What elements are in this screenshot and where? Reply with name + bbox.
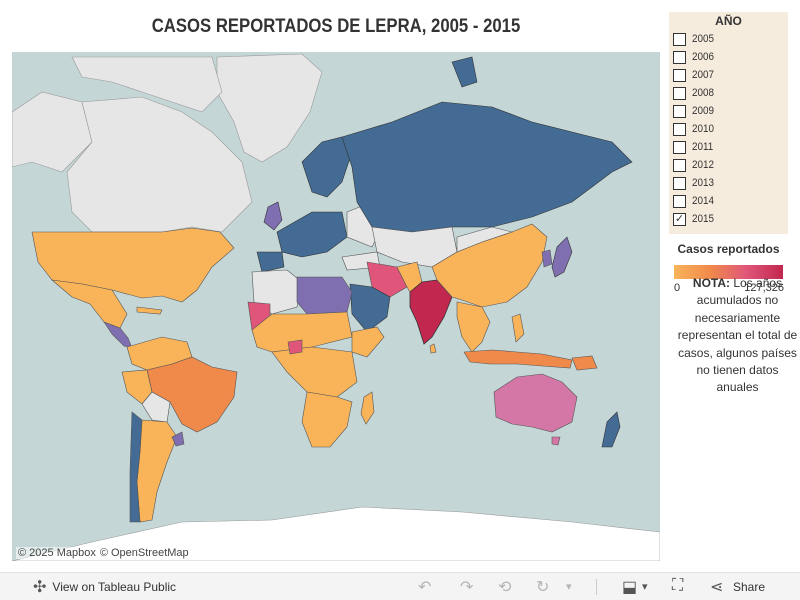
filter-item-label: 2011 bbox=[692, 141, 714, 153]
filter-item-label: 2013 bbox=[692, 177, 715, 189]
bolivia bbox=[141, 391, 171, 423]
filter-item-2014[interactable]: 2014 bbox=[669, 192, 788, 210]
uk-ireland bbox=[263, 201, 283, 231]
legend-max: 127,326 bbox=[744, 282, 784, 294]
gulf-of-guinea bbox=[287, 339, 303, 355]
canada bbox=[66, 96, 253, 233]
filter-item-label: 2015 bbox=[692, 213, 715, 225]
madagascar bbox=[360, 391, 375, 425]
note-bold: NOTA: bbox=[692, 276, 731, 290]
new-zealand bbox=[601, 411, 621, 448]
redo-icon[interactable]: ↷ bbox=[460, 579, 474, 596]
toolbar-separator bbox=[596, 579, 597, 595]
filter-item-label: 2012 bbox=[692, 159, 715, 171]
legend-min: 0 bbox=[674, 282, 681, 294]
greenland bbox=[216, 53, 323, 163]
checkbox[interactable] bbox=[673, 50, 686, 64]
note-body: Los años acumulados no necesariamente re… bbox=[677, 276, 798, 395]
checkbox[interactable] bbox=[673, 158, 686, 172]
page-title: CASOS REPORTADOS DE LEPRA, 2005 - 2015 bbox=[151, 16, 521, 37]
filter-item-label: 2008 bbox=[692, 87, 715, 99]
filter-item-2010[interactable]: 2010 bbox=[669, 120, 788, 138]
iberia bbox=[256, 251, 285, 273]
japan bbox=[551, 236, 573, 278]
tasmania bbox=[551, 436, 561, 446]
checkbox[interactable] bbox=[673, 86, 686, 100]
osm-credit[interactable]: © OpenStreetMap bbox=[99, 547, 189, 559]
north-africa-west bbox=[251, 269, 303, 315]
filter-item-label: 2005 bbox=[692, 33, 715, 45]
filter-item-2012[interactable]: 2012 bbox=[669, 156, 788, 174]
india bbox=[409, 279, 453, 345]
world-map[interactable]: © 2025 Mapbox © OpenStreetMap bbox=[12, 52, 660, 561]
western-europe bbox=[276, 211, 348, 258]
undo-icon[interactable]: ↶ bbox=[418, 579, 432, 596]
toolbar: ✣ View on Tableau Public ↶ ↷ ⟲ ↻ ▾ ⬓ ▾ ⛶… bbox=[0, 572, 800, 600]
view-label: View on Tableau Public bbox=[52, 579, 177, 594]
filter-item-2007[interactable]: 2007 bbox=[669, 66, 788, 84]
filter-item-2006[interactable]: 2006 bbox=[669, 48, 788, 66]
filter-item-label: 2007 bbox=[692, 69, 715, 81]
alaska bbox=[12, 91, 93, 173]
kamchatka bbox=[451, 56, 478, 88]
indonesia bbox=[463, 349, 573, 369]
filter-item-2008[interactable]: 2008 bbox=[669, 84, 788, 102]
checkbox[interactable] bbox=[673, 122, 686, 136]
pause-dropdown-icon[interactable]: ▾ bbox=[566, 581, 572, 593]
map-canvas[interactable] bbox=[12, 52, 660, 561]
central-africa bbox=[271, 346, 358, 398]
uruguay bbox=[171, 431, 185, 447]
checkbox[interactable] bbox=[673, 68, 686, 82]
share-icon[interactable]: ⋖ bbox=[710, 579, 724, 596]
refresh-icon[interactable]: ↻ bbox=[536, 579, 550, 596]
southern-africa bbox=[301, 391, 353, 448]
map-credits: © 2025 Mapbox © OpenStreetMap bbox=[16, 547, 195, 559]
filter-item-2013[interactable]: 2013 bbox=[669, 174, 788, 192]
chile bbox=[129, 411, 143, 523]
mongolia bbox=[456, 226, 514, 253]
filter-item-label: 2006 bbox=[692, 51, 715, 63]
note-text: NOTA: Los años acumulados no necesariame… bbox=[675, 275, 800, 397]
mapbox-credit[interactable]: © 2025 Mapbox bbox=[18, 547, 96, 559]
view-on-tableau-button[interactable]: ✣ View on Tableau Public bbox=[0, 577, 176, 597]
korea bbox=[541, 249, 553, 268]
filter-item-label: 2010 bbox=[692, 123, 715, 135]
download-icon[interactable]: ⬓ bbox=[622, 579, 638, 596]
filter-item-2009[interactable]: 2009 bbox=[669, 102, 788, 120]
checkbox[interactable] bbox=[673, 176, 686, 190]
cuba bbox=[136, 306, 163, 315]
checkbox[interactable]: ✓ bbox=[673, 212, 686, 226]
legend-title: Casos reportados bbox=[677, 242, 780, 256]
iran bbox=[366, 261, 408, 298]
checkbox[interactable] bbox=[673, 140, 686, 154]
sri-lanka bbox=[429, 343, 437, 354]
revert-icon[interactable]: ⟲ bbox=[498, 579, 512, 596]
libya-egypt bbox=[296, 276, 353, 315]
checkbox[interactable] bbox=[673, 32, 686, 46]
horn-of-africa bbox=[351, 326, 385, 358]
philippines bbox=[511, 313, 525, 343]
checkbox[interactable] bbox=[673, 194, 686, 208]
arabia bbox=[349, 283, 391, 333]
australia bbox=[493, 373, 578, 433]
fullscreen-icon[interactable]: ⛶ bbox=[672, 577, 684, 594]
filter-title: AÑO bbox=[715, 14, 742, 28]
southeast-asia bbox=[456, 301, 491, 353]
legend-color-bar bbox=[674, 265, 783, 279]
filter-item-label: 2014 bbox=[692, 195, 715, 207]
filter-item-2015[interactable]: ✓ 2015 bbox=[669, 210, 788, 228]
scandinavia bbox=[301, 136, 353, 198]
share-button[interactable]: Share bbox=[733, 580, 766, 594]
papua-new-guinea bbox=[571, 355, 598, 371]
filter-item-2005[interactable]: 2005 bbox=[669, 30, 788, 48]
checkbox[interactable] bbox=[673, 104, 686, 118]
tableau-icon: ✣ bbox=[33, 578, 47, 596]
year-filter: AÑO 2005 2006 2007 2008 2009 2010 2011 2012 2013… bbox=[669, 12, 788, 234]
download-dropdown-icon[interactable]: ▾ bbox=[642, 581, 648, 593]
filter-item-label: 2009 bbox=[692, 105, 715, 117]
filter-item-2011[interactable]: 2011 bbox=[669, 138, 788, 156]
arctic-canada bbox=[71, 56, 223, 113]
